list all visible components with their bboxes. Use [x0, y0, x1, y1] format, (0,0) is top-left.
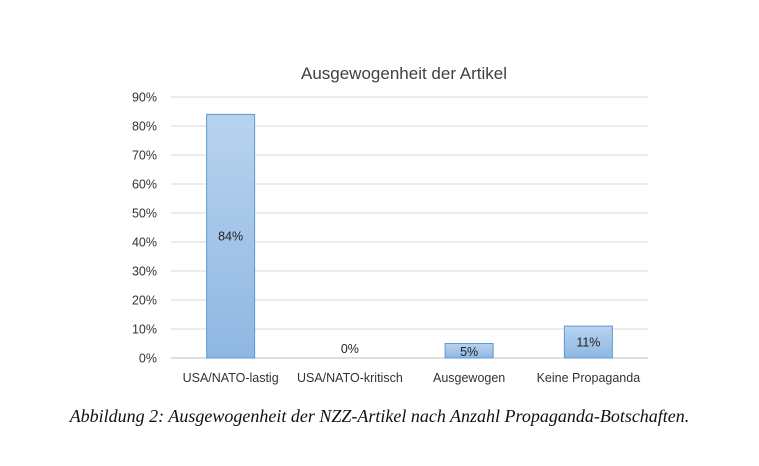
- y-tick-label: 20%: [132, 294, 157, 308]
- data-label: 0%: [341, 342, 359, 356]
- x-category-label: USA/NATO-lastig: [183, 371, 279, 385]
- bars: [206, 113, 613, 359]
- y-tick-label: 50%: [132, 207, 157, 221]
- y-tick-label: 0%: [139, 352, 157, 366]
- y-tick-label: 60%: [132, 178, 157, 192]
- y-tick-label: 70%: [132, 149, 157, 163]
- bar-chart: Ausgewogenheit der Artikel 0% 10% 20% 30% 40…: [132, 64, 648, 385]
- data-label: 5%: [460, 345, 478, 359]
- y-tick-label: 10%: [132, 323, 157, 337]
- y-tick-label: 40%: [132, 236, 157, 250]
- data-label: 84%: [218, 230, 243, 244]
- y-tick-label: 80%: [132, 120, 157, 134]
- bar: [206, 113, 256, 359]
- data-label: 11%: [576, 336, 600, 350]
- figure-caption: Abbildung 2: Ausgewogenheit der NZZ-Arti…: [69, 406, 690, 426]
- x-axis-labels: USA/NATO-lastig USA/NATO-kritisch Ausgewog…: [183, 371, 641, 385]
- chart-title: Ausgewogenheit der Artikel: [301, 64, 507, 83]
- y-tick-label: 90%: [132, 91, 157, 105]
- data-labels: 84% 0% 5% 11%: [218, 230, 600, 359]
- bar: [563, 325, 613, 359]
- y-tick-label: 30%: [132, 265, 157, 279]
- x-category-label: Ausgewogen: [433, 371, 505, 385]
- x-category-label: Keine Propaganda: [537, 371, 641, 385]
- y-axis-ticks: 0% 10% 20% 30% 40% 50% 60% 70% 80% 90%: [132, 91, 157, 366]
- x-category-label: USA/NATO-kritisch: [297, 371, 403, 385]
- bar: [444, 343, 494, 359]
